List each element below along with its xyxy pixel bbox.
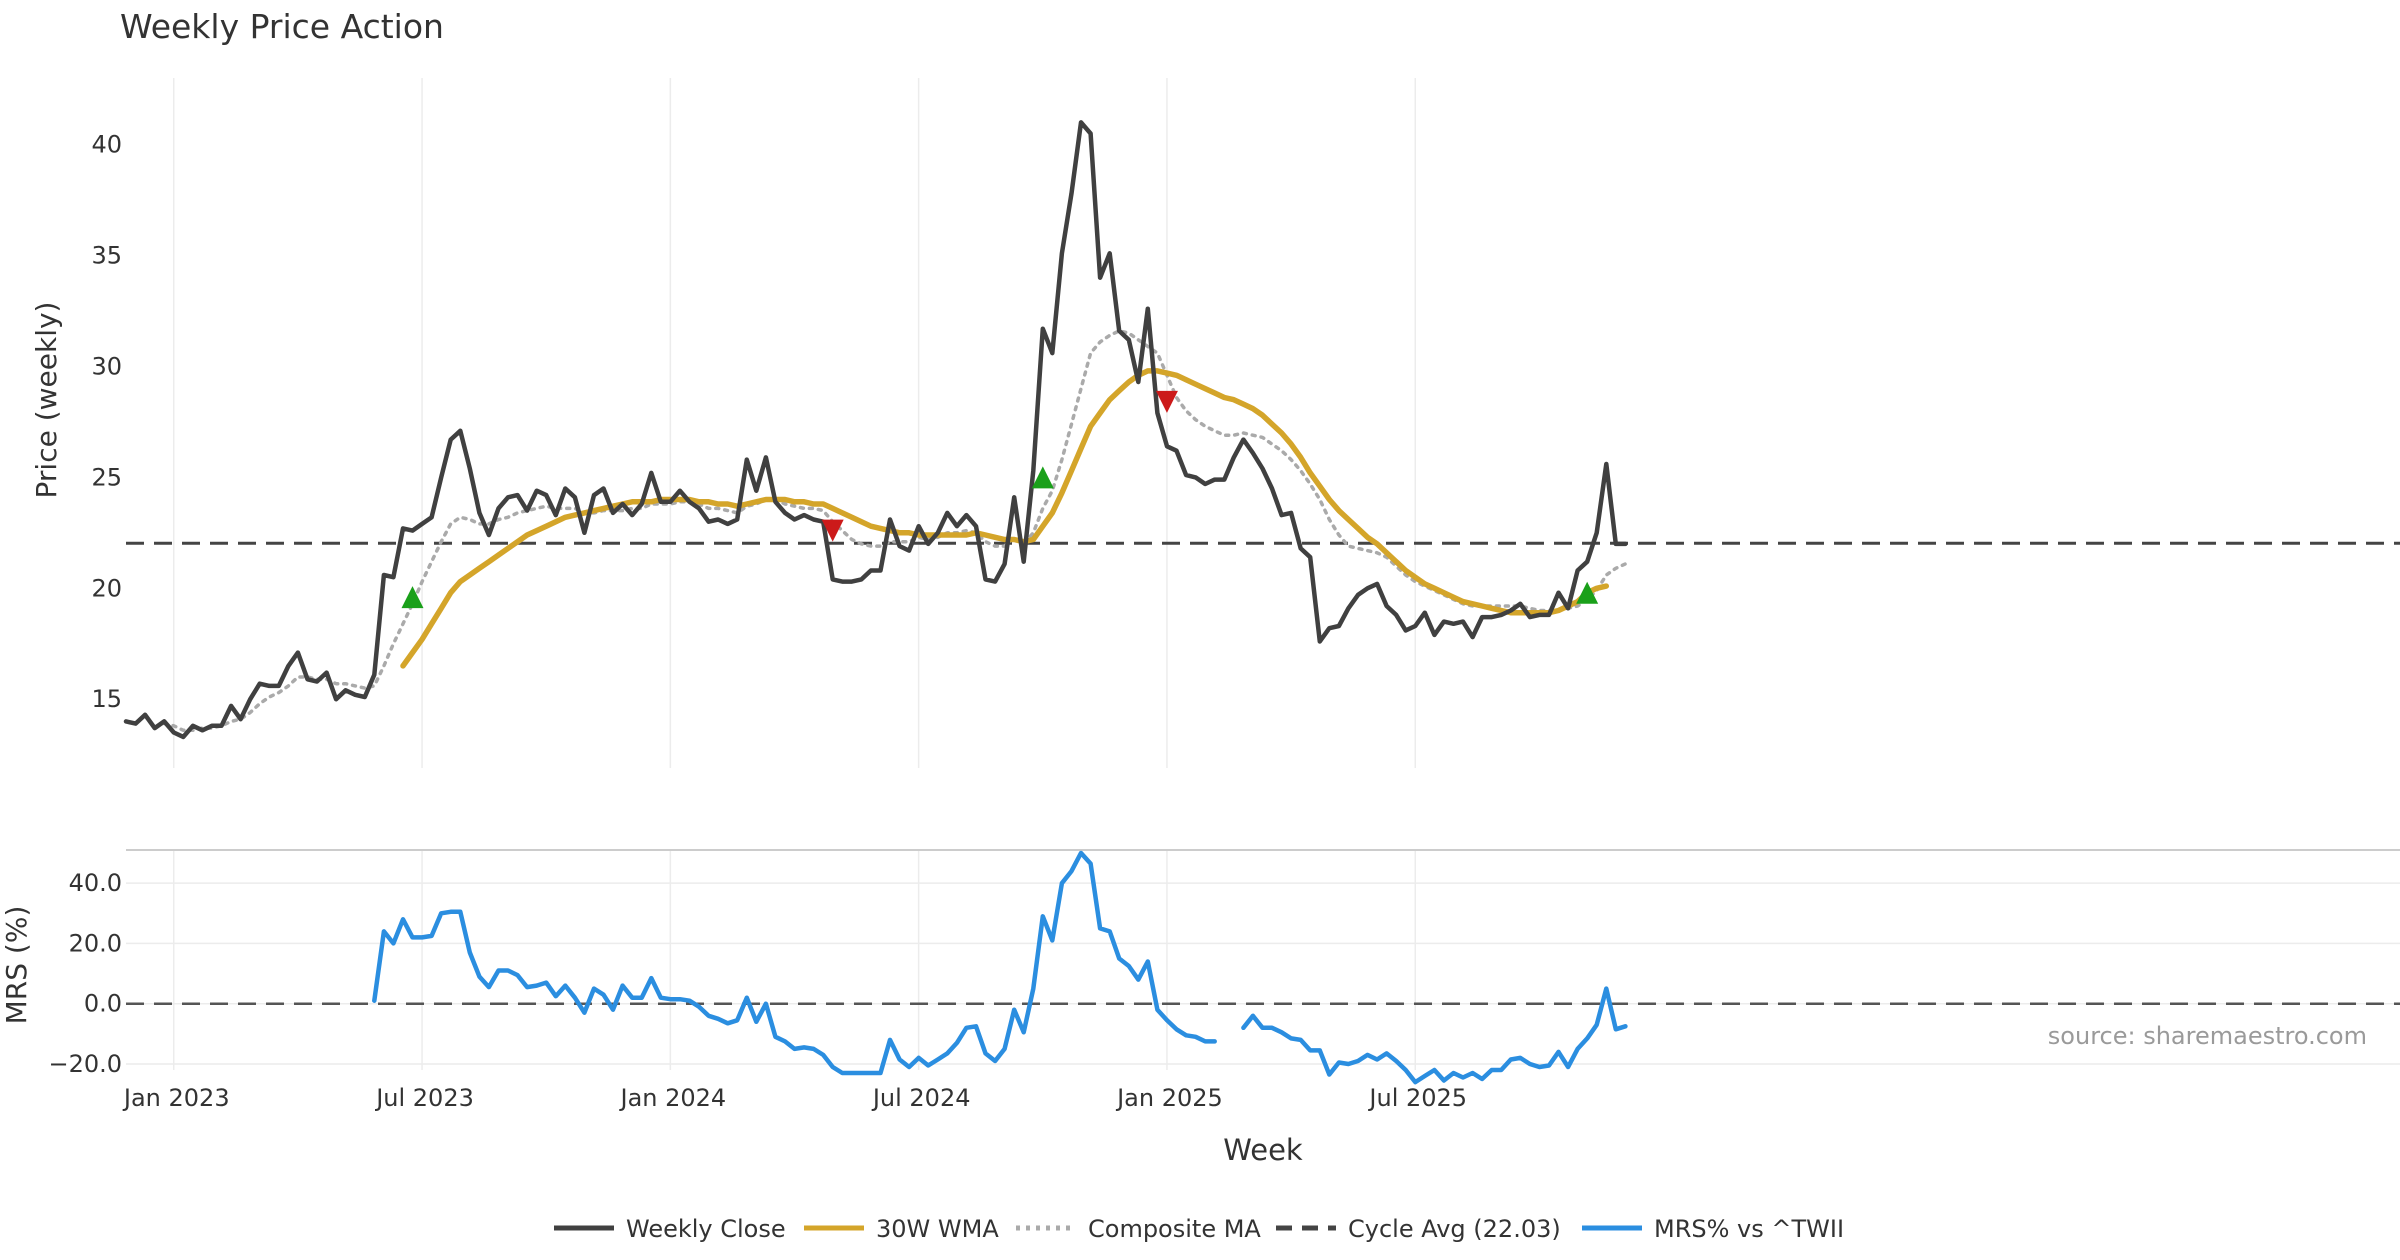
- mrs-panel: −20.0 0.0 20.0 40.0 Jan 2023 Jul 2023 Jan 2024…: [48, 849, 2400, 1112]
- mrs-y-tick-label: 20.0: [69, 929, 122, 957]
- legend-label: Composite MA: [1088, 1215, 1261, 1243]
- price-y-tick-label: 15: [91, 685, 122, 713]
- wma-30w-line: [400, 368, 1610, 669]
- x-tick-label: Jan 2023: [122, 1084, 230, 1112]
- legend-label: MRS% vs ^TWII: [1654, 1215, 1844, 1243]
- legend-item: MRS% vs ^TWII: [1582, 1215, 1844, 1243]
- x-tick-label: Jan 2024: [618, 1084, 726, 1112]
- mrs-y-tick-label: −20.0: [48, 1050, 122, 1078]
- price-y-axis-label: Price (weekly): [30, 302, 63, 499]
- buy-signal-marker: [1031, 466, 1054, 489]
- buy-signal-marker: [1576, 581, 1599, 604]
- buy-signal-marker: [401, 586, 424, 609]
- x-tick-label: Jan 2025: [1115, 1084, 1223, 1112]
- chart-title: Weekly Price Action: [120, 7, 444, 46]
- mrs-y-tick-label: 0.0: [84, 990, 122, 1018]
- mrs-line: [372, 850, 1628, 1085]
- price-y-tick-label: 20: [91, 574, 122, 602]
- legend-label: Weekly Close: [626, 1215, 786, 1243]
- price-y-tick-label: 25: [91, 463, 122, 491]
- legend-label: Cycle Avg (22.03): [1348, 1215, 1561, 1243]
- legend-label: 30W WMA: [876, 1215, 999, 1243]
- legend: Weekly Close 30W WMA Composite MA Cycle Avg…: [554, 1215, 1844, 1243]
- grid-lines: [173, 78, 1416, 1070]
- legend-item: 30W WMA: [804, 1215, 999, 1243]
- x-axis-label: Week: [1223, 1133, 1303, 1167]
- x-tick-label: Jul 2025: [1367, 1084, 1467, 1112]
- composite-ma-line: [162, 329, 1628, 733]
- legend-item: Composite MA: [1016, 1215, 1261, 1243]
- legend-item: Cycle Avg (22.03): [1276, 1215, 1561, 1243]
- sell-signal-marker: [1155, 390, 1178, 413]
- price-panel: 15 20 25 30 35 40: [91, 120, 2400, 740]
- weekly-close-line: [123, 120, 1628, 740]
- price-y-tick-label: 40: [91, 131, 122, 159]
- source-note: source: sharemaestro.com: [2048, 1022, 2367, 1050]
- legend-item: Weekly Close: [554, 1215, 786, 1243]
- sell-signal-marker: [821, 519, 844, 542]
- price-y-tick-label: 30: [91, 352, 122, 380]
- mrs-y-tick-label: 40.0: [69, 869, 122, 897]
- price-y-tick-label: 35: [91, 241, 122, 269]
- x-tick-label: Jul 2023: [374, 1084, 474, 1112]
- mrs-y-axis-label: MRS (%): [0, 906, 33, 1025]
- x-tick-label: Jul 2024: [871, 1084, 971, 1112]
